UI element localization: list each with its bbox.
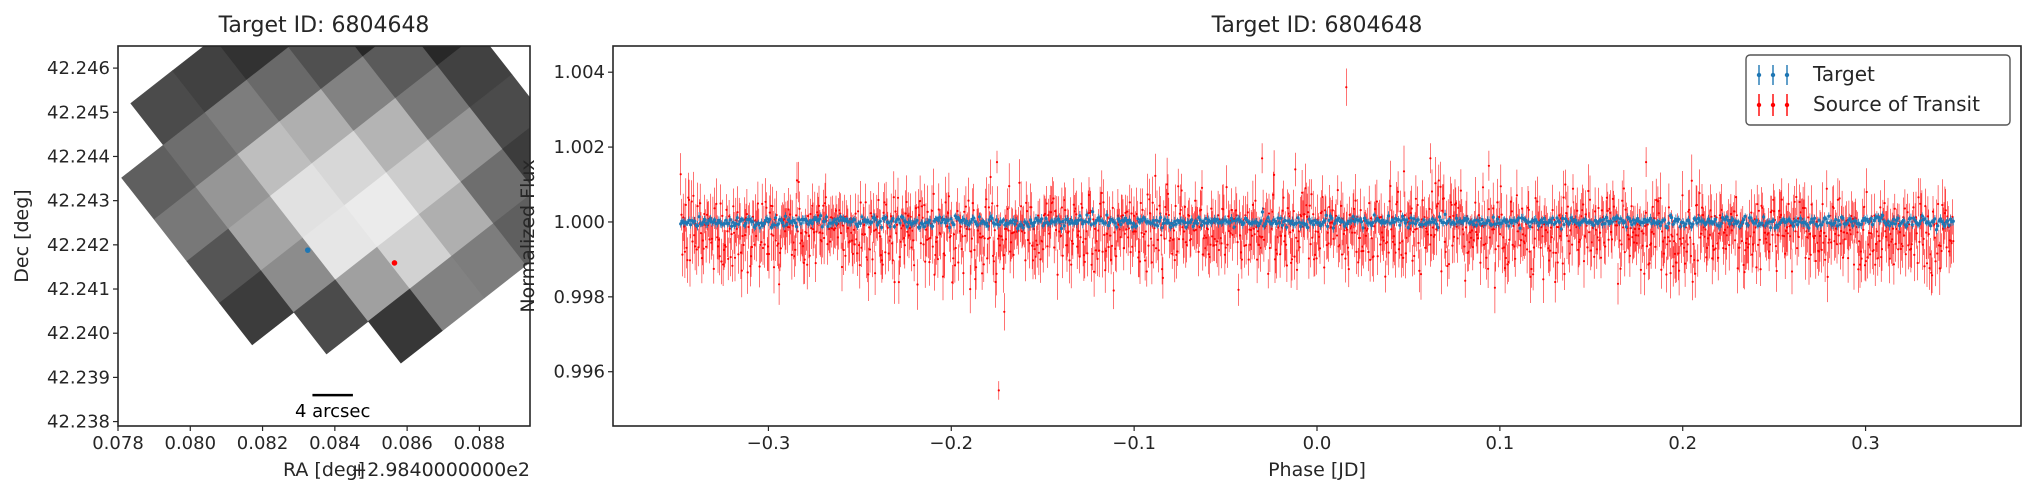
y-tick-label: 42.242	[47, 235, 110, 256]
y-tick-label: 42.241	[47, 279, 110, 300]
light-curve-y-ticks: 0.996 0.998 1.000 1.002 1.004	[553, 62, 613, 383]
y-tick-label: 42.239	[47, 367, 110, 388]
source-of-transit-series	[679, 68, 1955, 400]
y-tick-label: 0.996	[553, 362, 605, 383]
legend-box	[1745, 54, 2011, 126]
pixel-image-panel: Target ID: 6804648 4 arcsec 0.078 0.080 0.…	[11, 13, 531, 481]
scale-bar: 4 arcsec	[295, 393, 370, 422]
y-tick-label: 42.238	[47, 412, 110, 433]
pixel-cell	[421, 46, 463, 66]
x-tick-label: 0.0	[1303, 433, 1332, 454]
x-tick-label: −0.1	[1112, 433, 1156, 454]
x-tick-label: 0.086	[381, 433, 433, 454]
x-tick-label: 0.2	[1668, 433, 1697, 454]
x-tick-label: 0.3	[1851, 433, 1880, 454]
pixel-image-frame	[117, 45, 531, 427]
x-tick-label: 0.082	[237, 433, 289, 454]
legend: Target Source of Transit	[1745, 54, 2011, 126]
y-tick-label: 0.998	[553, 287, 605, 308]
x-tick-label: 0.078	[92, 433, 144, 454]
target-marker	[304, 247, 311, 253]
pixel-image-y-ticks: 42.238 42.239 42.240 42.241 42.242 42.243 42.2…	[47, 58, 118, 433]
y-tick-label: 42.243	[47, 191, 110, 212]
pixel-image-x-label: RA [deg]	[283, 459, 365, 481]
target-series	[679, 207, 1955, 235]
light-curve-x-label: Phase [JD]	[1268, 459, 1366, 481]
pixel-image-title: Target ID: 6804648	[218, 13, 430, 38]
pixel-grid	[121, 46, 530, 364]
legend-target-label: Target	[1812, 62, 1875, 86]
y-tick-label: 42.246	[47, 58, 110, 79]
pixel-cell	[469, 74, 530, 150]
light-curve-panel: Target ID: 6804648 −0.3 −0.2 −0.1 0.0 0.1 0.2…	[517, 13, 2022, 481]
pixel-cell	[354, 46, 377, 57]
legend-source-label: Source of Transit	[1813, 92, 1980, 116]
y-tick-label: 42.244	[47, 146, 110, 167]
pixel-image-offset-text: +2.9840000000e2	[351, 459, 530, 481]
light-curve-y-label: Normalized Flux	[517, 159, 539, 312]
x-tick-label: −0.3	[747, 433, 791, 454]
pixel-cell	[493, 194, 530, 266]
legend-source-swatch	[1756, 94, 1790, 116]
light-curve-x-ticks: −0.3 −0.2 −0.1 0.0 0.1 0.2 0.3	[747, 426, 1880, 454]
scale-bar-label: 4 arcsec	[295, 401, 370, 422]
y-tick-label: 1.004	[553, 62, 605, 83]
data-points	[679, 210, 1955, 232]
x-tick-label: 0.084	[309, 433, 361, 454]
source-marker	[391, 260, 398, 266]
y-tick-label: 1.002	[553, 137, 605, 158]
y-tick-label: 42.240	[47, 323, 110, 344]
y-tick-label: 42.245	[47, 102, 110, 123]
light-curve-title: Target ID: 6804648	[1211, 13, 1423, 38]
pixel-markers	[304, 247, 398, 266]
pixel-image-x-ticks: 0.078 0.080 0.082 0.084 0.086 0.088	[92, 426, 505, 454]
x-tick-label: −0.2	[929, 433, 973, 454]
pixel-cell	[502, 127, 530, 185]
pixel-image-y-label: Dec [deg]	[11, 189, 33, 282]
y-tick-label: 1.000	[553, 212, 605, 233]
x-tick-label: 0.088	[454, 433, 506, 454]
legend-target-swatch	[1756, 65, 1790, 85]
x-tick-label: 0.080	[165, 433, 217, 454]
x-tick-label: 0.1	[1486, 433, 1515, 454]
pixel-cell	[460, 148, 530, 224]
